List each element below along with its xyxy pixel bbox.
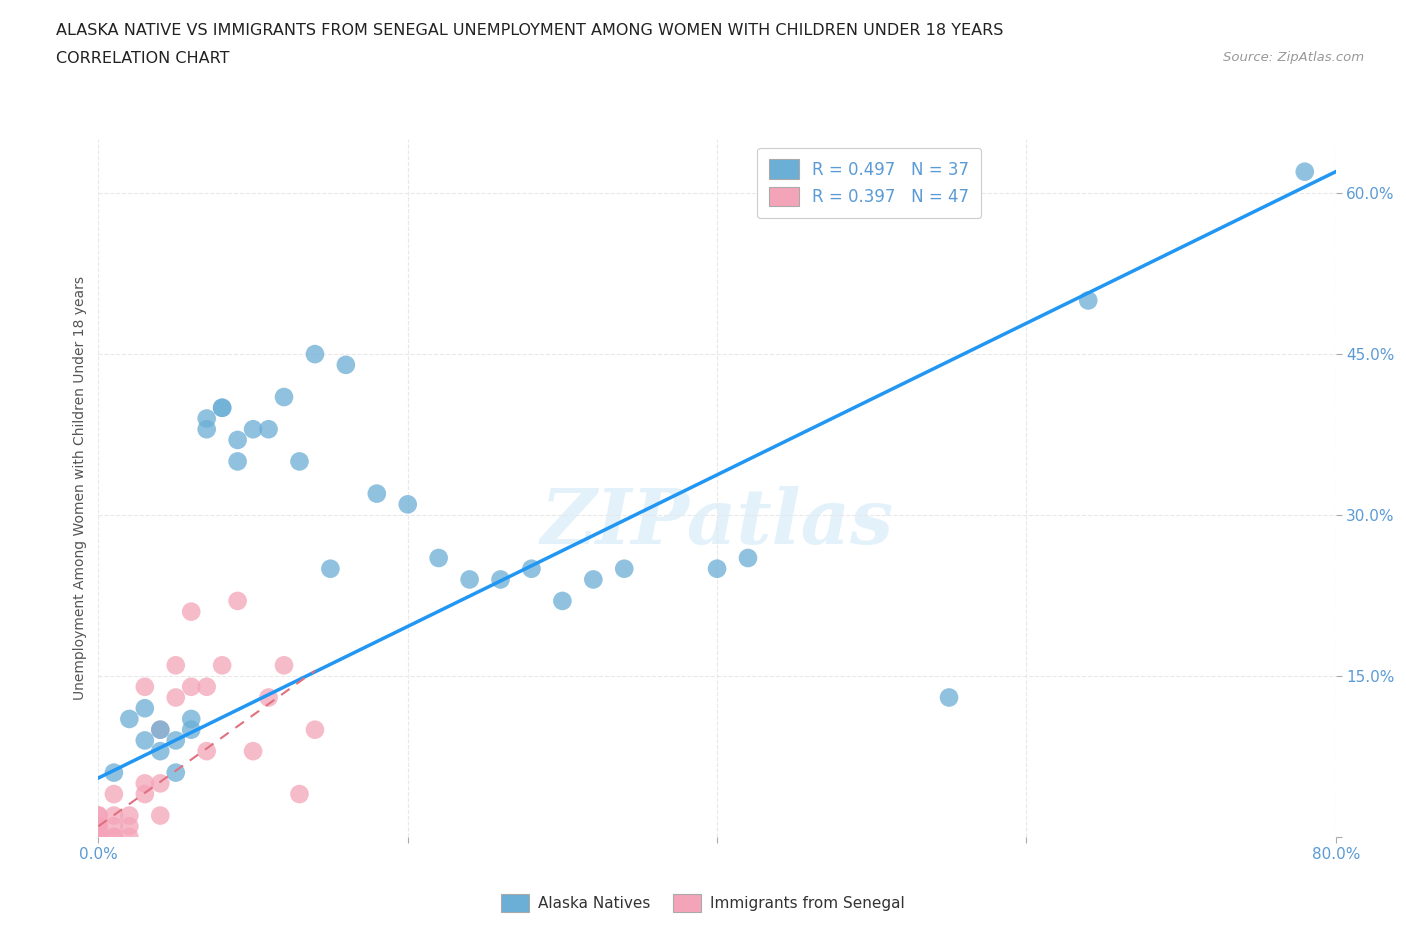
Point [489,572,512,587]
Point [87,808,110,823]
Point [87,830,110,844]
Point [242,422,264,437]
Point [134,679,156,694]
Point [273,658,295,672]
Point [87,830,110,844]
Point [180,711,202,726]
Point [87,830,110,844]
Point [87,830,110,844]
Point [87,830,110,844]
Point [87,818,110,833]
Point [87,818,110,833]
Point [613,562,636,577]
Point [103,765,125,780]
Point [87,830,110,844]
Point [103,787,125,802]
Point [134,787,156,802]
Point [165,690,187,705]
Point [87,830,110,844]
Point [706,562,728,577]
Point [304,347,326,362]
Point [211,400,233,415]
Legend: R = 0.497   N = 37, R = 0.397   N = 47: R = 0.497 N = 37, R = 0.397 N = 47 [758,148,981,218]
Point [118,711,141,726]
Point [165,733,187,748]
Point [103,830,125,844]
Point [242,744,264,759]
Point [134,733,156,748]
Point [87,808,110,823]
Point [1077,293,1099,308]
Point [87,830,110,844]
Point [582,572,605,587]
Point [87,830,110,844]
Point [118,830,141,844]
Text: ALASKA NATIVE VS IMMIGRANTS FROM SENEGAL UNEMPLOYMENT AMONG WOMEN WITH CHILDREN : ALASKA NATIVE VS IMMIGRANTS FROM SENEGAL… [56,23,1004,38]
Text: Source: ZipAtlas.com: Source: ZipAtlas.com [1223,51,1364,64]
Point [103,808,125,823]
Point [427,551,450,565]
Point [551,593,574,608]
Point [118,808,141,823]
Point [149,744,172,759]
Point [257,690,280,705]
Point [195,411,218,426]
Text: ZIPatlas: ZIPatlas [540,486,894,560]
Legend: Alaska Natives, Immigrants from Senegal: Alaska Natives, Immigrants from Senegal [495,888,911,918]
Point [165,658,187,672]
Y-axis label: Unemployment Among Women with Children Under 18 years: Unemployment Among Women with Children U… [73,276,87,700]
Point [288,787,311,802]
Point [87,830,110,844]
Point [149,808,172,823]
Point [226,432,249,447]
Point [87,830,110,844]
Point [149,723,172,737]
Point [458,572,481,587]
Point [87,830,110,844]
Point [103,818,125,833]
Point [195,744,218,759]
Point [134,701,156,716]
Point [1294,165,1316,179]
Point [87,830,110,844]
Point [180,679,202,694]
Point [520,562,543,577]
Point [257,422,280,437]
Point [304,723,326,737]
Point [87,818,110,833]
Point [366,486,388,501]
Point [195,679,218,694]
Point [737,551,759,565]
Point [180,723,202,737]
Point [149,776,172,790]
Text: CORRELATION CHART: CORRELATION CHART [56,51,229,66]
Point [211,400,233,415]
Point [319,562,342,577]
Point [226,593,249,608]
Point [396,497,419,512]
Point [87,830,110,844]
Point [211,658,233,672]
Point [273,390,295,405]
Point [180,604,202,619]
Point [118,818,141,833]
Point [195,422,218,437]
Point [938,690,960,705]
Point [165,765,187,780]
Point [87,830,110,844]
Point [226,454,249,469]
Point [149,723,172,737]
Point [134,776,156,790]
Point [103,830,125,844]
Point [288,454,311,469]
Point [335,357,357,372]
